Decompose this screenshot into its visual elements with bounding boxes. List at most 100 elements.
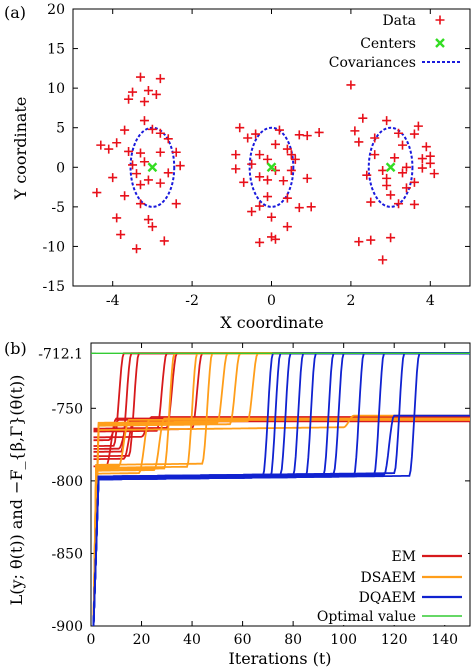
y-tick-label: -712.1 [38,346,83,362]
data-point [394,128,404,138]
x-tick-label: -4 [106,293,120,309]
legend-label: Data [382,13,416,29]
data-point [417,163,427,173]
data-point [390,153,400,163]
data-point [120,125,130,135]
data-point [282,144,292,154]
legend-bg [300,545,468,565]
curve-em [93,416,470,439]
data-point [239,177,249,187]
data-point [286,150,296,160]
legend-bg [300,605,468,625]
data-point [409,177,419,187]
data-point [382,180,392,190]
data-point [96,140,106,150]
data-point [247,159,257,169]
panel-b: (b) 0 20 40 60 80 100 120 140 -712.1 -750 -800 -850… [4,339,471,668]
curve-dsaem [92,419,470,627]
data-point [132,169,142,179]
data-point [124,146,134,156]
data-point [314,127,324,137]
data-point [155,74,165,84]
x-tick-label: -2 [185,293,199,309]
legend-label: Centers [360,36,416,52]
data-point [370,150,380,160]
y-tick-label: -10 [42,239,65,255]
data-point [104,144,114,154]
data-point [255,150,265,160]
data-point [108,173,118,183]
data-point [135,180,145,190]
data-point [306,202,316,212]
panel-b-label: (b) [4,339,27,358]
x-tick-label: 4 [426,293,435,309]
data-point [143,175,153,185]
data-point [274,125,284,135]
data-point [382,116,392,126]
covariance-ellipse [248,126,295,208]
data-point [92,188,102,198]
panel-a-ticks: -4 -2 0 2 4 -15 -10 -5 0 5 10 15 20 [42,2,470,309]
data-point [425,158,435,168]
data-point [139,116,149,126]
data-point [350,126,360,136]
data-point [362,170,372,180]
legend-bg [300,566,468,586]
data-point [135,199,145,209]
data-point [286,165,296,175]
data-point [112,213,122,223]
panel-b-legend: EM DSAEM DQAEM Optimal value [300,545,468,625]
covariance-ellipse [367,126,414,208]
data-point [401,183,411,193]
data-point [302,131,312,141]
panel-b-frame [90,342,471,627]
x-tick-label: 0 [267,293,276,309]
data-point [175,161,185,171]
y-tick-label: 0 [56,160,65,176]
data-point [255,201,265,211]
data-point [378,255,388,265]
data-point [231,164,241,174]
data-point [294,130,304,140]
data-point [116,230,126,240]
convergence-curves [91,352,470,627]
y-tick-label: -750 [52,401,83,417]
data-point [394,199,404,209]
data-point [278,176,288,186]
data-point [354,137,364,147]
y-tick-label: 15 [47,42,65,58]
center-markers [147,162,396,173]
data-point [135,72,145,82]
y-tick-label: -5 [51,200,65,216]
data-point [231,150,241,160]
data-point [163,168,173,178]
data-point [429,169,439,179]
data-point [155,178,165,188]
legend-bg [300,586,468,606]
panel-a-xlabel: X coordinate [220,313,323,332]
data-point [263,175,273,185]
legend-label: DSAEM [361,570,416,586]
data-point [159,236,169,246]
data-point [366,197,376,207]
data-point [139,157,149,167]
curve-dqaem [92,352,470,627]
data-point [171,147,181,157]
data-point [171,199,181,209]
curve-dqaem [92,414,470,627]
data-point [251,129,261,139]
x-tick-label: 120 [381,632,408,648]
data-point [354,237,364,247]
data-point [128,160,138,170]
data-point [143,215,153,225]
data-point [409,199,419,209]
data-point [128,87,138,97]
center-marker [147,162,158,173]
x-tick-label: 100 [330,632,357,648]
data-point [235,123,245,133]
y-tick-label: -800 [52,474,83,490]
data-point [120,191,130,201]
data-point [370,133,380,143]
x-tick-label: 140 [431,632,458,648]
